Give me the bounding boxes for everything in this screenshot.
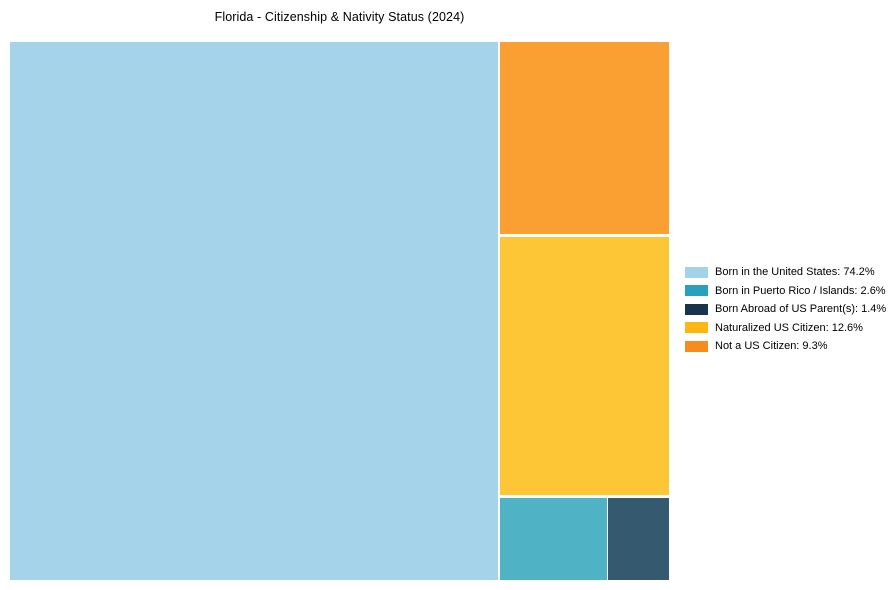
legend-label-born-abroad-of-us-parents: Born Abroad of US Parent(s): 1.4% [715, 303, 887, 315]
legend-item-naturalized-us-citizen[interactable]: Naturalized US Citizen: 12.6% [685, 322, 886, 334]
legend-item-born-in-puerto-rico-islands[interactable]: Born in Puerto Rico / Islands: 2.6% [685, 285, 886, 297]
treemap-tile-naturalized-us-citizen[interactable] [500, 237, 669, 495]
legend-label-naturalized-us-citizen: Naturalized US Citizen: 12.6% [715, 321, 863, 334]
treemap-plot-area [10, 42, 669, 580]
treemap-tile-born-in-united-states[interactable] [10, 42, 498, 580]
legend: Born in the United States: 74.2% Born in… [685, 266, 886, 359]
legend-label-born-in-puerto-rico-islands: Born in Puerto Rico / Islands: 2.6% [715, 284, 886, 297]
legend-item-born-abroad-of-us-parents[interactable]: Born Abroad of US Parent(s): 1.4% [685, 303, 886, 315]
chart-title: Florida - Citizenship & Nativity Status … [214, 10, 465, 24]
legend-label-born-in-united-states: Born in the United States: 74.2% [715, 266, 875, 278]
legend-label-not-a-us-citizen: Not a US Citizen: 9.3% [715, 340, 828, 352]
legend-swatch-naturalized-us-citizen [685, 322, 708, 333]
treemap-tile-born-in-puerto-rico-islands[interactable] [500, 498, 607, 580]
legend-swatch-not-a-us-citizen [685, 340, 708, 352]
legend-item-born-in-united-states[interactable]: Born in the United States: 74.2% [685, 266, 886, 278]
legend-swatch-born-in-united-states [685, 266, 708, 278]
legend-swatch-born-in-puerto-rico-islands [685, 285, 708, 296]
treemap-tile-born-abroad-of-us-parents[interactable] [608, 498, 669, 580]
legend-swatch-born-abroad-of-us-parents [685, 303, 708, 315]
treemap-tile-not-a-us-citizen[interactable] [500, 42, 669, 234]
legend-item-not-a-us-citizen[interactable]: Not a US Citizen: 9.3% [685, 340, 886, 352]
